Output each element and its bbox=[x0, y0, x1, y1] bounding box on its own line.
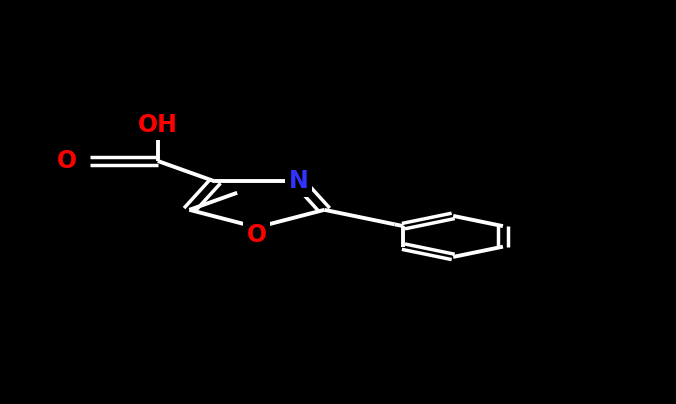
Text: O: O bbox=[57, 149, 76, 173]
Text: O: O bbox=[247, 223, 267, 247]
Text: N: N bbox=[289, 170, 308, 194]
Text: OH: OH bbox=[138, 113, 178, 137]
